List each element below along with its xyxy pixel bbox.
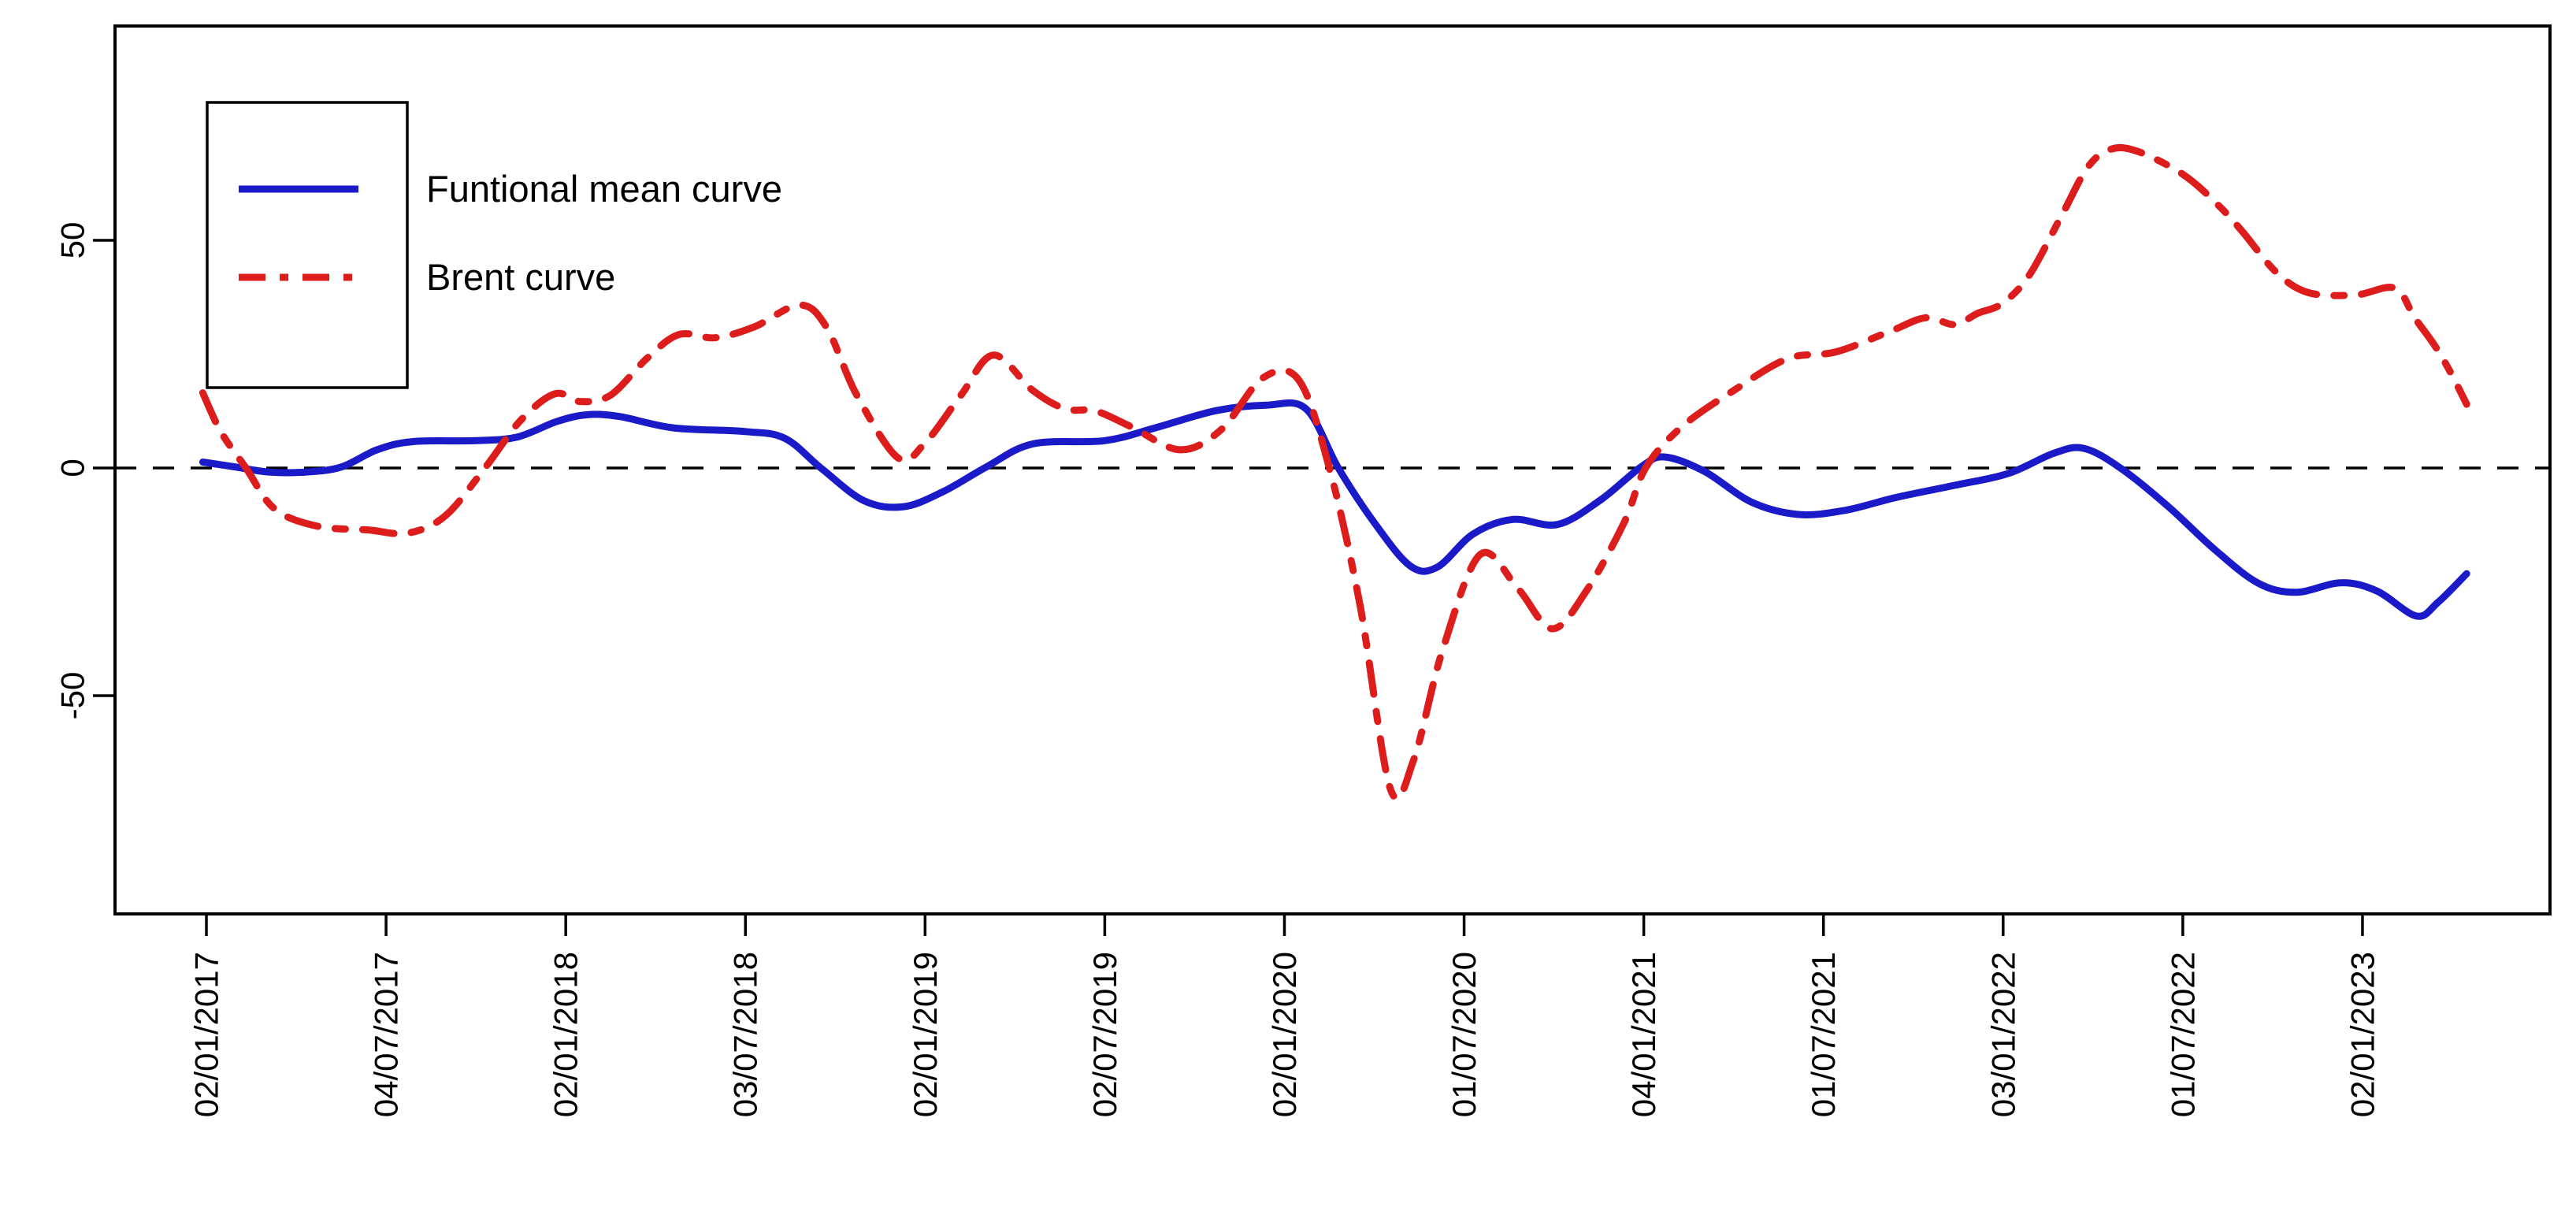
plot-border bbox=[113, 24, 2552, 915]
x-tick-label: 04/01/2021 bbox=[1625, 952, 1662, 1117]
legend: Funtional mean curve Brent curve bbox=[206, 101, 782, 389]
x-tick-label: 02/01/2019 bbox=[907, 952, 944, 1117]
legend-label-functional-mean: Funtional mean curve bbox=[426, 168, 782, 210]
plot-area: -50 0 50 02/01/2017 04/07/2017 02/01/2018 03/0… bbox=[54, 143, 2550, 1117]
x-tick-label: 01/07/2022 bbox=[2164, 952, 2201, 1117]
x-tick-label: 01/07/2020 bbox=[1446, 952, 1483, 1117]
x-tick-label: 02/01/2017 bbox=[188, 952, 225, 1117]
x-tick-label: 01/07/2021 bbox=[1805, 952, 1842, 1117]
y-tick-label: -50 bbox=[54, 672, 91, 720]
x-tick-label: 04/07/2017 bbox=[368, 952, 405, 1117]
x-tick-label: 03/07/2018 bbox=[727, 952, 764, 1117]
x-tick-label: 02/01/2018 bbox=[547, 952, 585, 1117]
x-tick-label: 02/07/2019 bbox=[1086, 952, 1123, 1117]
y-tick-label: 50 bbox=[54, 222, 91, 259]
x-tick-label: 03/01/2022 bbox=[1984, 952, 2021, 1117]
y-tick-label: 0 bbox=[54, 459, 91, 477]
brent-curve-line bbox=[199, 143, 2470, 803]
x-tick-label: 02/01/2023 bbox=[2344, 952, 2381, 1117]
legend-box bbox=[206, 101, 409, 389]
functional-mean-curve-line bbox=[199, 399, 2470, 620]
legend-label-brent: Brent curve bbox=[426, 256, 615, 298]
x-tick-label: 02/01/2020 bbox=[1266, 952, 1303, 1117]
